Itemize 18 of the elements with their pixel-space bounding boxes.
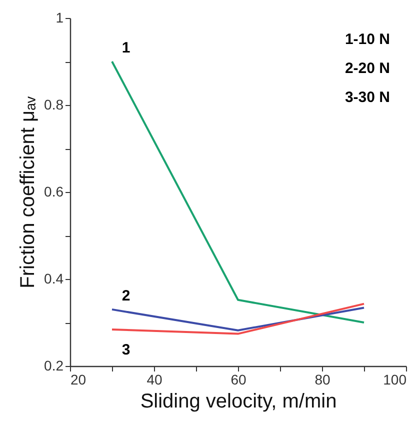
series-label: 1 xyxy=(122,40,130,56)
x-tick-label: 100 xyxy=(383,372,407,388)
x-tick-label: 80 xyxy=(314,372,330,388)
annotation: 3-30 N xyxy=(344,89,390,106)
x-axis-title: Sliding velocity, m/min xyxy=(140,390,337,412)
y-axis-title: Friction coefficient μₐᵥ xyxy=(17,96,40,288)
series-label: 2 xyxy=(122,287,130,304)
series-label: 3 xyxy=(122,341,130,358)
annotation: 1-10 N xyxy=(344,31,390,48)
annotation: 2-20 N xyxy=(344,60,390,77)
y-tick-label: 0.2 xyxy=(44,358,64,374)
y-tick-label: 0.6 xyxy=(44,184,64,200)
y-tick-label: 0.8 xyxy=(44,96,64,112)
y-tick-label: 1 xyxy=(56,10,64,26)
y-tick-label: 0.4 xyxy=(44,270,64,286)
x-tick-label: 20 xyxy=(70,372,86,388)
x-tick-label: 60 xyxy=(230,372,246,388)
x-tick-label: 40 xyxy=(146,372,162,388)
